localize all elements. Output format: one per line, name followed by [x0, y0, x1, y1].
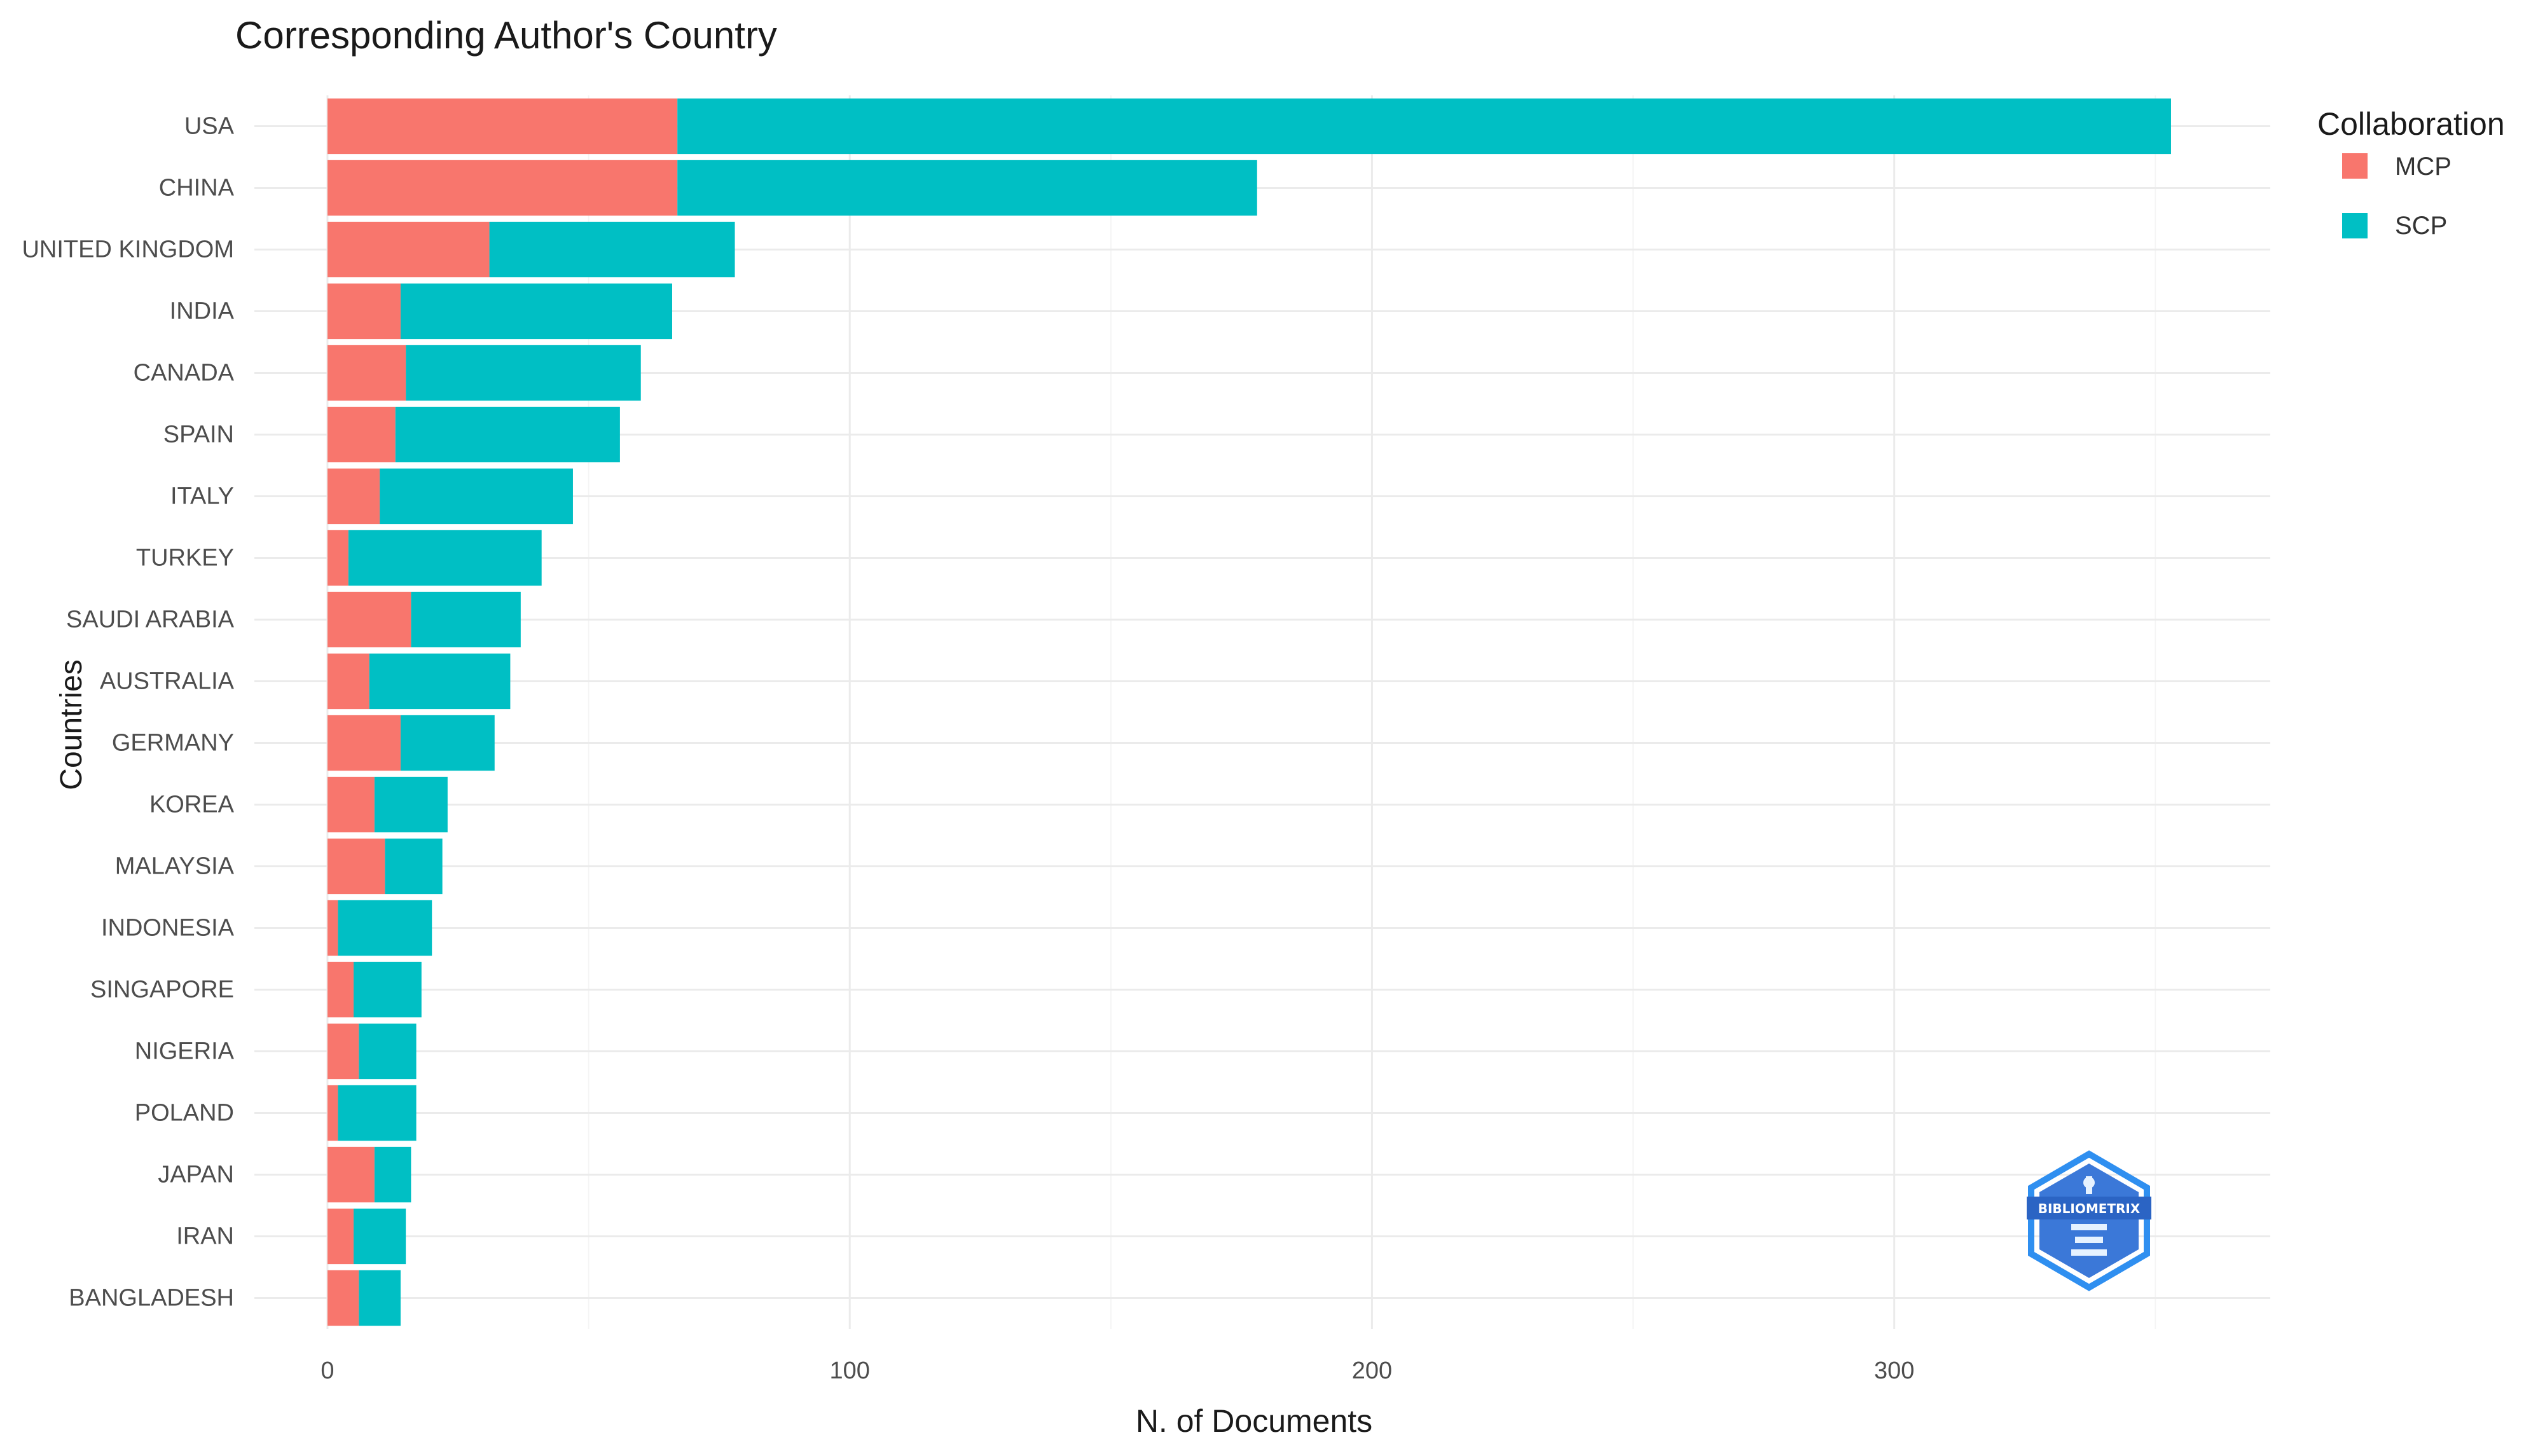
- y-tick-label: CANADA: [134, 360, 235, 387]
- bar-scp-china: [677, 160, 1257, 216]
- bar-mcp-malaysia: [327, 838, 385, 895]
- bar-mcp-nigeria: [327, 1023, 359, 1080]
- y-tick-label: ITALY: [170, 483, 234, 510]
- y-tick-label: KOREA: [149, 792, 235, 818]
- legend-title: Collaboration: [2317, 106, 2505, 142]
- x-tick-labels: 0 100 200 300: [321, 1357, 1914, 1384]
- y-tick-label: INDONESIA: [101, 915, 235, 942]
- bar-scp-united-kingdom: [489, 221, 735, 278]
- bar-scp-india: [400, 283, 672, 340]
- bar-mcp-india: [327, 283, 401, 340]
- grid-lines: [254, 95, 2270, 1329]
- bar-scp-australia: [369, 653, 511, 710]
- bar-mcp-italy: [327, 468, 380, 525]
- bar-scp-spain: [395, 406, 620, 463]
- y-tick-label: SPAIN: [163, 422, 234, 448]
- bar-scp-iran: [354, 1208, 406, 1265]
- bar-scp-japan: [374, 1146, 411, 1203]
- y-tick-label: POLAND: [135, 1100, 234, 1127]
- bar-mcp-australia: [327, 653, 369, 710]
- y-tick-label: IRAN: [176, 1223, 234, 1250]
- y-tick-label: BANGLADESH: [69, 1285, 234, 1312]
- bar-scp-bangladesh: [359, 1270, 401, 1326]
- bar-mcp-usa: [327, 98, 678, 155]
- bar-mcp-united-kingdom: [327, 221, 490, 278]
- bibliometrix-logo-icon: BIBLIOMETRIX: [2027, 1150, 2151, 1291]
- bar-scp-korea: [374, 776, 448, 833]
- y-tick-label: UNITED KINGDOM: [22, 237, 234, 263]
- bar-mcp-canada: [327, 345, 406, 401]
- bar-mcp-china: [327, 160, 678, 216]
- bar-scp-usa: [677, 98, 2171, 155]
- y-tick-label: SINGAPORE: [90, 977, 234, 1003]
- y-tick-label: AUSTRALIA: [100, 668, 235, 695]
- x-tick-label: 100: [830, 1357, 870, 1384]
- y-tick-label: NIGERIA: [135, 1038, 235, 1065]
- legend-swatch-scp: [2342, 213, 2368, 238]
- y-tick-label: SAUDI ARABIA: [66, 607, 235, 633]
- x-tick-label: 200: [1352, 1357, 1392, 1384]
- bar-mcp-spain: [327, 406, 396, 463]
- bar-mcp-singapore: [327, 961, 354, 1018]
- bar-mcp-bangladesh: [327, 1270, 359, 1326]
- x-tick-label: 300: [1874, 1357, 1914, 1384]
- y-tick-label: USA: [184, 113, 235, 140]
- bar-scp-singapore: [354, 961, 422, 1018]
- chart-title: Corresponding Author's Country: [235, 14, 777, 57]
- bar-scp-nigeria: [359, 1023, 417, 1080]
- bar-scp-malaysia: [385, 838, 443, 895]
- y-tick-labels: USA CHINA UNITED KINGDOM INDIA CANADA SPAIN IT…: [22, 113, 234, 1312]
- bar-mcp-germany: [327, 715, 401, 771]
- bar-scp-poland: [338, 1085, 417, 1141]
- bar-scp-turkey: [348, 530, 542, 586]
- bar-scp-canada: [406, 345, 641, 401]
- bar-mcp-japan: [327, 1146, 375, 1203]
- bar-mcp-turkey: [327, 530, 348, 586]
- x-tick-label: 0: [321, 1357, 334, 1384]
- y-axis-title: Countries: [55, 659, 88, 790]
- bar-scp-saudi-arabia: [411, 591, 521, 648]
- y-tick-label: CHINA: [159, 175, 235, 202]
- bar-mcp-saudi-arabia: [327, 591, 411, 648]
- bar-scp-italy: [380, 468, 573, 525]
- bar-mcp-indonesia: [327, 900, 338, 956]
- bar-mcp-korea: [327, 776, 375, 833]
- legend-swatch-mcp: [2342, 153, 2368, 179]
- y-tick-label: GERMANY: [112, 730, 234, 757]
- bar-mcp-poland: [327, 1085, 338, 1141]
- bars: [327, 98, 2171, 1326]
- bar-mcp-iran: [327, 1208, 354, 1265]
- legend-label-mcp: MCP: [2395, 153, 2452, 181]
- y-tick-label: TURKEY: [136, 545, 234, 572]
- y-tick-label: JAPAN: [158, 1162, 234, 1188]
- bar-scp-indonesia: [338, 900, 432, 956]
- x-axis-title: N. of Documents: [1136, 1403, 1372, 1439]
- legend: Collaboration MCP SCP: [2317, 106, 2505, 240]
- logo-text: BIBLIOMETRIX: [2038, 1201, 2141, 1216]
- y-tick-label: MALAYSIA: [115, 853, 235, 880]
- bar-scp-germany: [400, 715, 495, 771]
- legend-label-scp: SCP: [2395, 212, 2447, 240]
- y-tick-label: INDIA: [170, 298, 235, 325]
